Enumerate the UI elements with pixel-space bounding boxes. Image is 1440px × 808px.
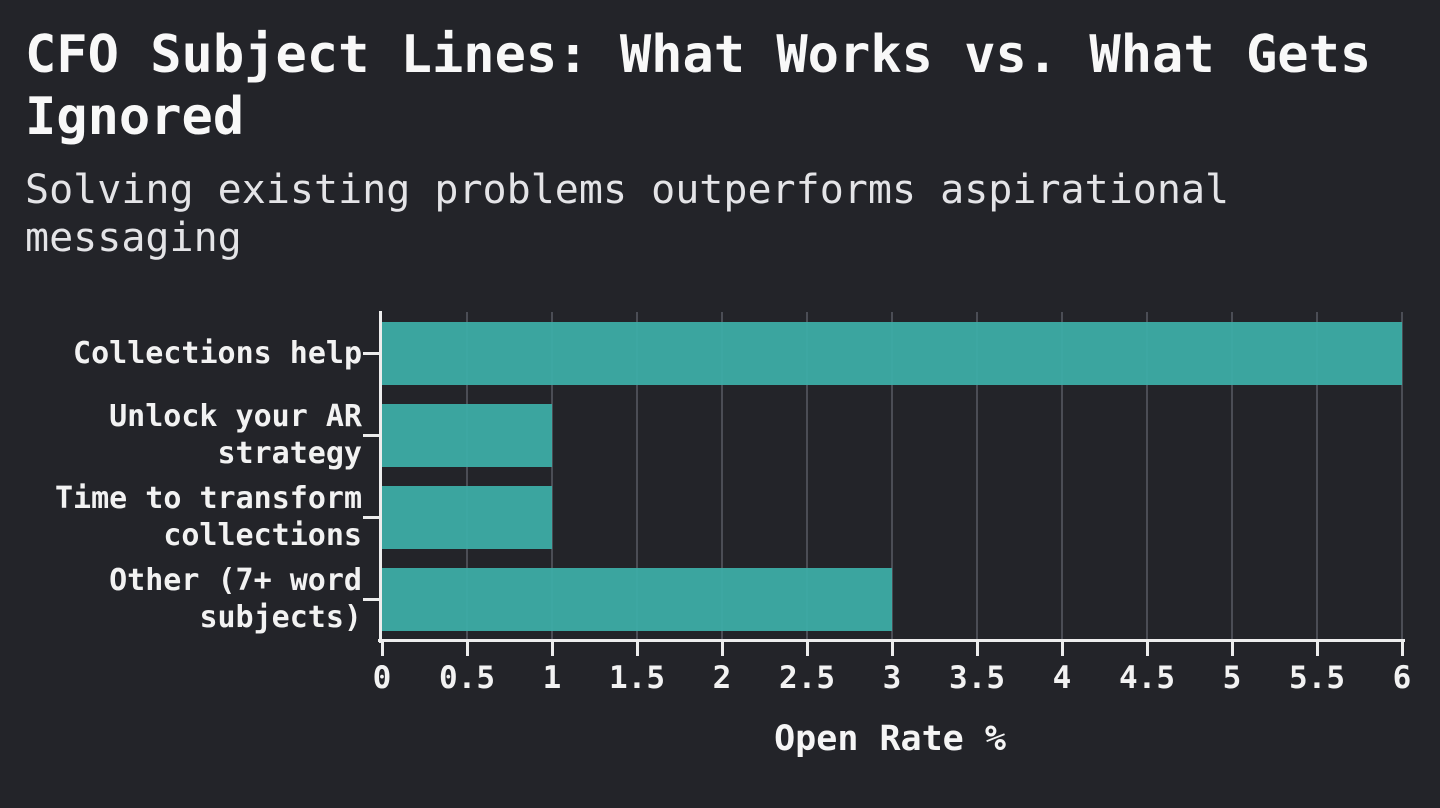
grid-line	[466, 312, 468, 640]
x-tick-label: 6	[1392, 660, 1412, 696]
x-tick-mark	[1146, 642, 1149, 656]
y-axis-category-label: Unlock your AR strategy	[109, 399, 362, 471]
grid-line	[1231, 312, 1233, 640]
x-axis-line	[378, 639, 1405, 642]
y-axis-category-label: Other (7+ word subjects)	[109, 563, 362, 635]
bar-other-7-word-subjects	[382, 568, 892, 631]
bar-unlock-your-ar-strategy	[382, 404, 552, 467]
y-tick-mark	[363, 516, 379, 519]
x-tick-mark	[1231, 642, 1234, 656]
x-tick-mark	[636, 642, 639, 656]
x-tick-label: 4.5	[1119, 660, 1175, 696]
y-tick-mark	[363, 434, 379, 437]
y-axis-line	[379, 311, 382, 643]
x-axis-title: Open Rate %	[774, 719, 1006, 759]
y-axis-category-label: Time to transform collections	[54, 481, 362, 553]
x-tick-label: 4	[1052, 660, 1072, 696]
bar-time-to-transform-collections	[382, 486, 552, 549]
y-tick-mark	[363, 352, 379, 355]
x-tick-mark	[806, 642, 809, 656]
x-tick-mark	[381, 642, 384, 656]
x-tick-label: 2.5	[779, 660, 835, 696]
x-tick-mark	[721, 642, 724, 656]
x-tick-mark	[891, 642, 894, 656]
plot-area	[382, 312, 1403, 640]
grid-line	[806, 312, 808, 640]
x-tick-mark	[466, 642, 469, 656]
x-tick-label: 3.5	[949, 660, 1005, 696]
x-tick-label: 1.5	[609, 660, 665, 696]
x-tick-mark	[1401, 642, 1404, 656]
grid-line	[1146, 312, 1148, 640]
x-tick-label: 0	[372, 660, 392, 696]
x-tick-mark	[1061, 642, 1064, 656]
chart-title: CFO Subject Lines: What Works vs. What G…	[25, 25, 1372, 147]
x-tick-label: 3	[882, 660, 902, 696]
chart-subtitle: Solving existing problems outperforms as…	[25, 167, 1230, 261]
x-tick-label: 2	[712, 660, 732, 696]
y-tick-mark	[363, 598, 379, 601]
grid-line	[891, 312, 893, 640]
x-tick-mark	[551, 642, 554, 656]
x-tick-label: 5	[1222, 660, 1242, 696]
bar-collections-help	[382, 322, 1402, 385]
grid-line	[636, 312, 638, 640]
grid-line	[1316, 312, 1318, 640]
x-tick-label: 0.5	[439, 660, 495, 696]
x-tick-label: 5.5	[1289, 660, 1345, 696]
grid-line	[976, 312, 978, 640]
grid-line	[551, 312, 553, 640]
x-tick-mark	[976, 642, 979, 656]
grid-line	[1401, 312, 1403, 640]
grid-line	[721, 312, 723, 640]
x-tick-label: 1	[542, 660, 562, 696]
grid-line	[1061, 312, 1063, 640]
x-tick-mark	[1316, 642, 1319, 656]
y-axis-category-label: Collections help	[73, 336, 362, 371]
